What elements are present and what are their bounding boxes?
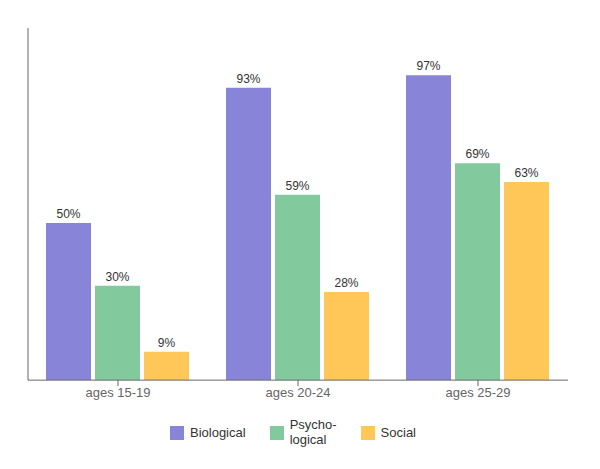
svg-text:63%: 63% bbox=[514, 166, 538, 180]
svg-text:97%: 97% bbox=[416, 59, 440, 73]
svg-text:28%: 28% bbox=[334, 276, 358, 290]
html-text:Biological: Biological bbox=[190, 424, 246, 440]
html-text:Psycho- logical: Psycho- logical bbox=[289, 417, 337, 448]
html-text:Social: Social bbox=[380, 424, 416, 440]
svg-text:93%: 93% bbox=[236, 72, 260, 86]
svg-text:ages 25-29: ages 25-29 bbox=[445, 385, 510, 400]
svg-text:ages 20-24: ages 20-24 bbox=[265, 385, 330, 400]
svg-text:ages 15-19: ages 15-19 bbox=[85, 385, 150, 400]
svg-text:59%: 59% bbox=[285, 179, 309, 193]
svg-text:30%: 30% bbox=[105, 270, 129, 284]
svg-text:50%: 50% bbox=[56, 207, 80, 221]
svg-text:69%: 69% bbox=[465, 147, 489, 161]
svg-text:9%: 9% bbox=[158, 336, 176, 350]
